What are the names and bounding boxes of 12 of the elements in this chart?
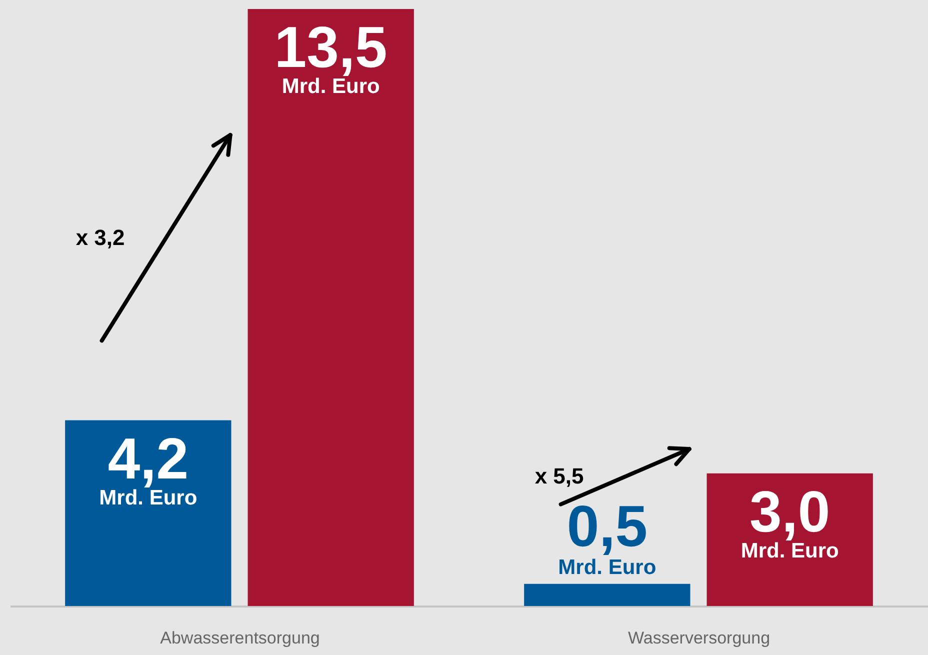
text: 4,2 Mrd. Euro	[99, 426, 198, 510]
bar	[248, 8, 414, 606]
bar	[65, 420, 232, 606]
bar	[706, 473, 873, 606]
data-label: 0,5 Mrd. Euro	[558, 494, 656, 579]
annotation: x 5,5	[534, 464, 584, 489]
annotation: x 3,2	[76, 224, 125, 250]
bar	[524, 584, 690, 606]
x-tick-label: Abwasserentsorgung	[160, 628, 320, 648]
text: 3,0 Mrd. Euro	[740, 479, 839, 562]
text: 13,5 Mrd. Euro	[274, 14, 388, 98]
x-tick-label: Wasserversorgung	[628, 628, 770, 648]
